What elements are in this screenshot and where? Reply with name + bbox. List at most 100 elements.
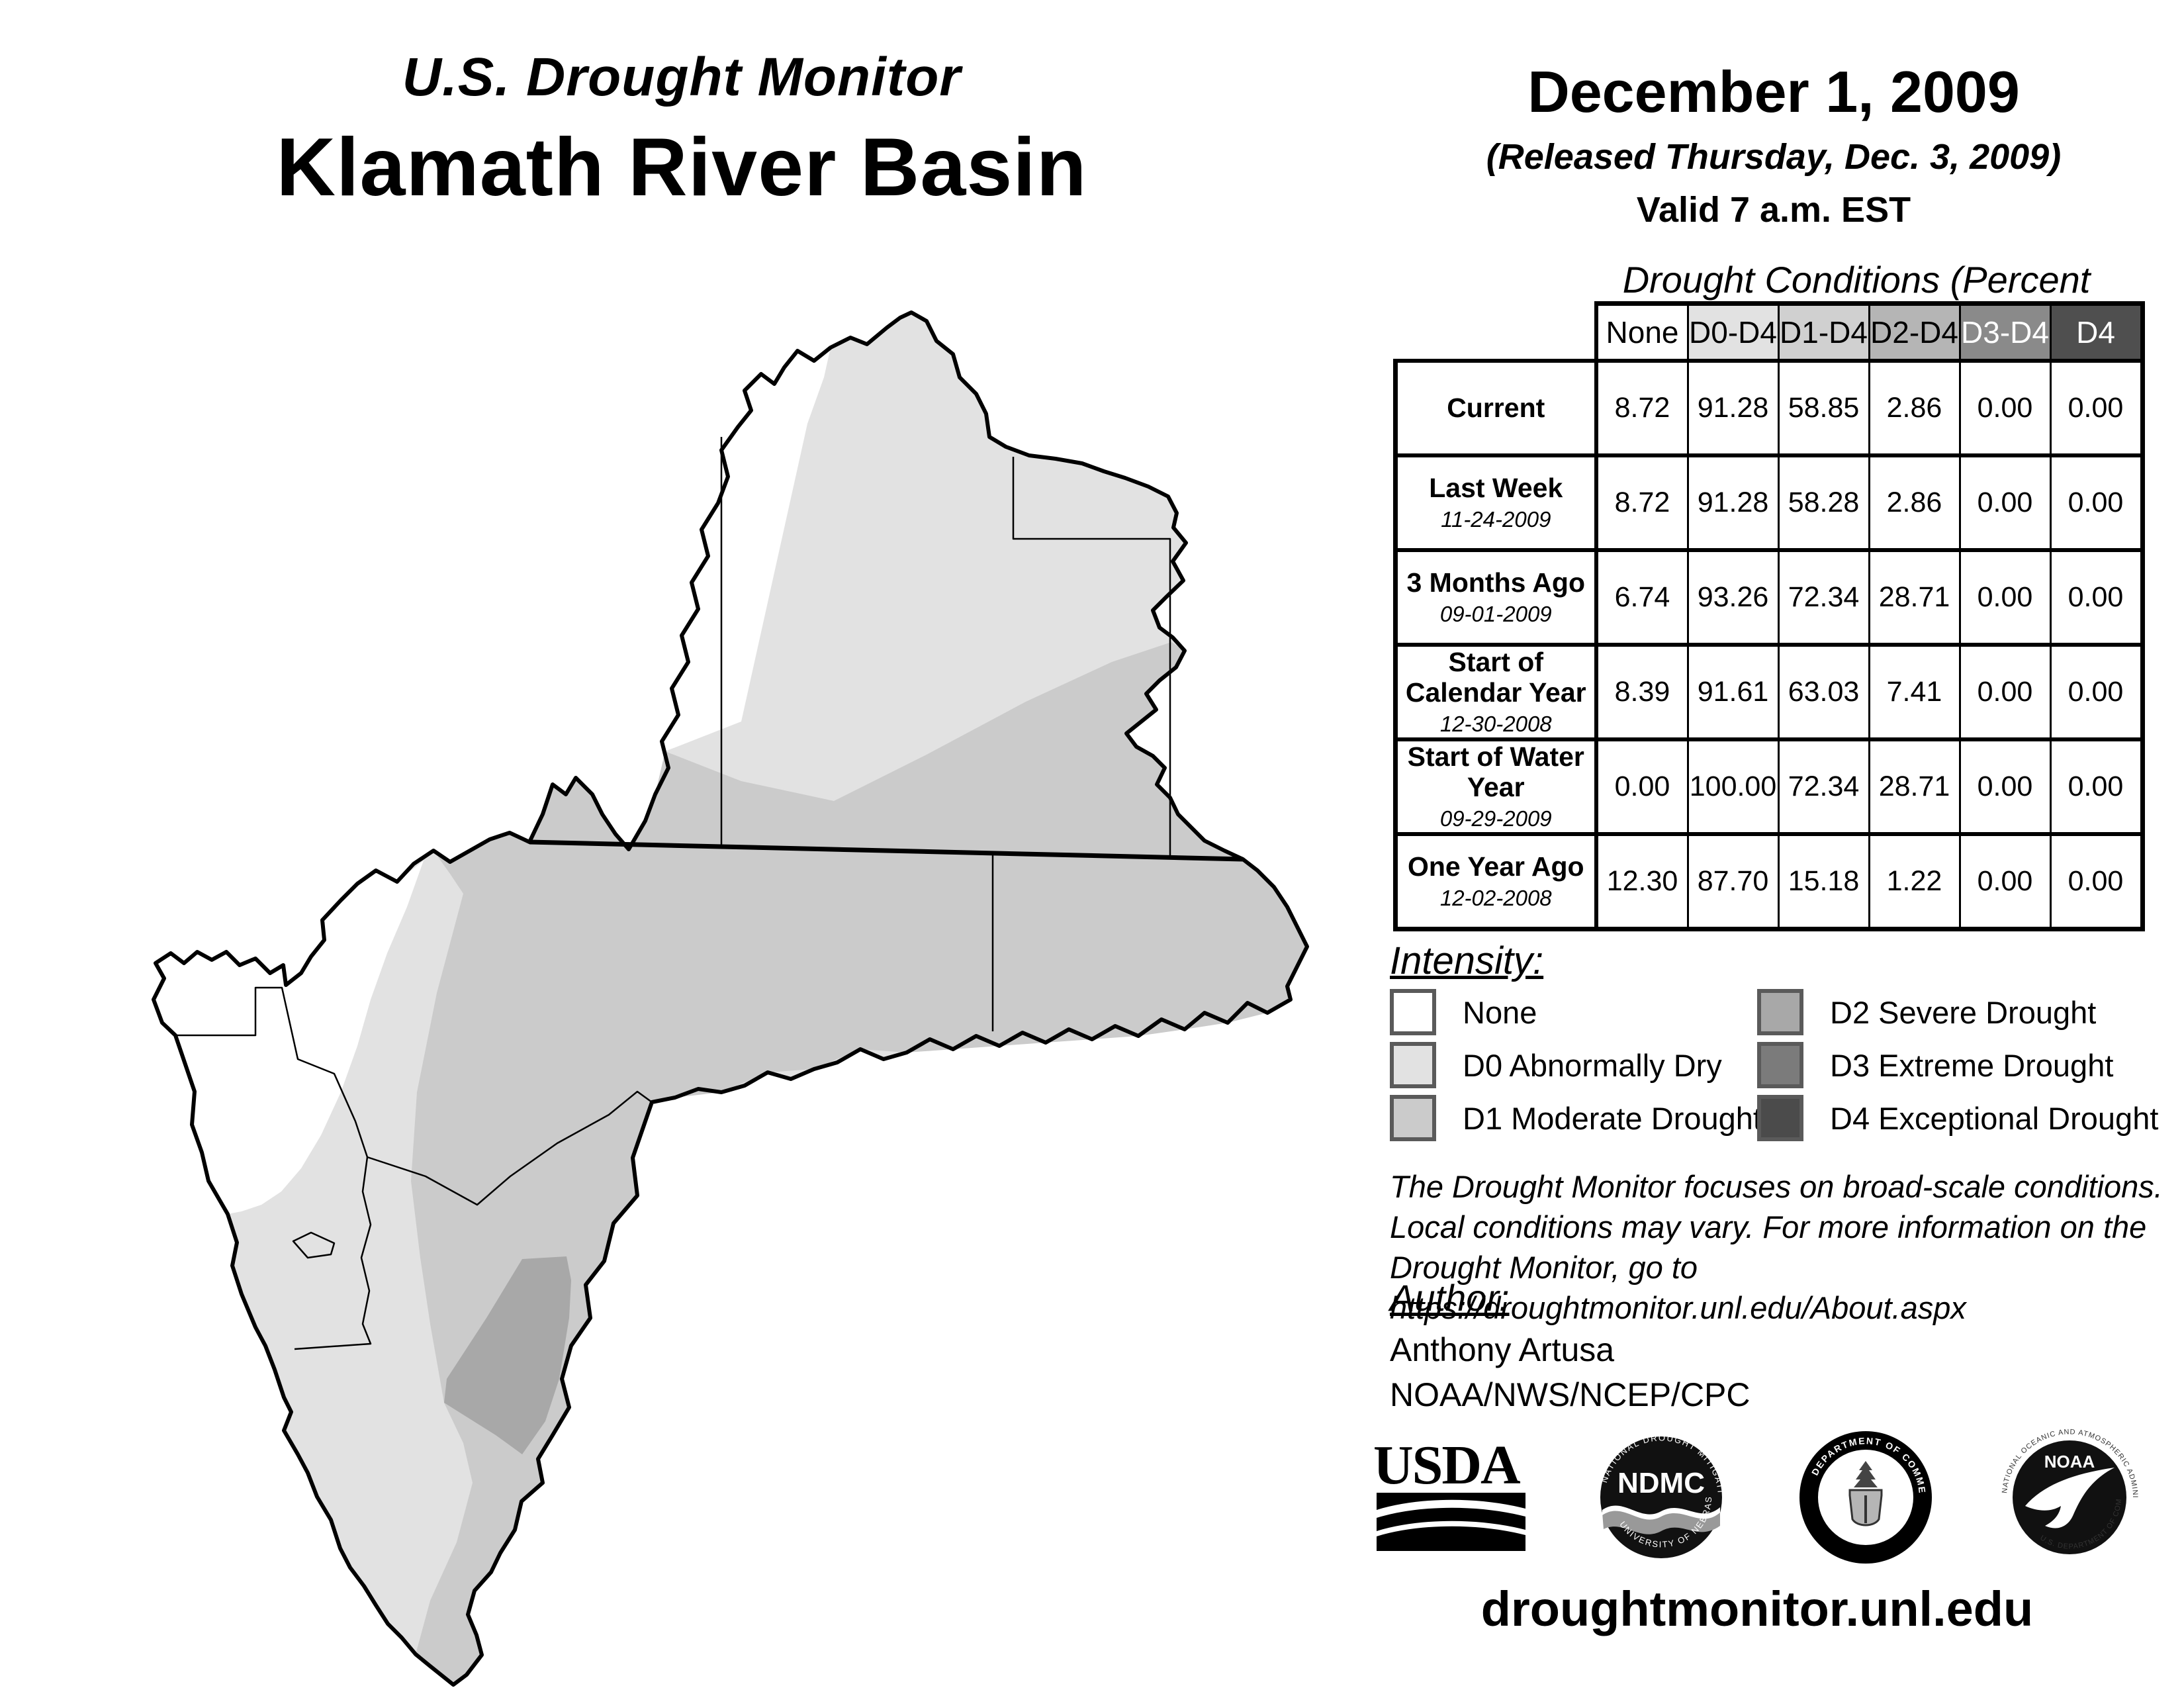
legend-item-none: None [1390, 989, 1762, 1035]
column-header-d3-d4: D3-D4 [1958, 301, 2052, 363]
disclaimer-line: Local conditions may vary. For more info… [1390, 1209, 2147, 1245]
value-cell: 0.00 [1958, 643, 2052, 741]
value-cell: 6.74 [1595, 548, 1689, 647]
disclaimer-line: Drought Monitor, go to https://droughtmo… [1390, 1250, 1966, 1326]
author-name: Anthony Artusa [1390, 1331, 1615, 1368]
value-cell: 8.72 [1595, 453, 1689, 552]
value-cell: 28.71 [1868, 737, 1961, 836]
table-header-ghost-cell [1395, 303, 1598, 363]
value-cell: 0.00 [1958, 832, 2052, 931]
value-cell: 2.86 [1868, 359, 1961, 457]
region-title: Klamath River Basin [276, 122, 1087, 213]
value-cell: 0.00 [2049, 359, 2145, 457]
commerce-eagle [1853, 1461, 1878, 1487]
release-date: (Released Thursday, Dec. 3, 2009) [1486, 137, 2062, 177]
legend-swatch-d0 [1390, 1042, 1436, 1088]
legend-swatch-d2 [1757, 989, 1803, 1035]
value-cell: 91.28 [1686, 359, 1780, 457]
value-cell: 8.39 [1595, 643, 1689, 741]
row-label-last-week: Last Week 11-24-2009 [1393, 453, 1598, 552]
table-row: Start of Water Year 09-29-2009 0.00 100.… [1393, 737, 2145, 836]
valid-time: Valid 7 a.m. EST [1636, 190, 1911, 230]
table-header-row: None D0-D4 D1-D4 D2-D4 D3-D4 D4 [1395, 301, 2145, 363]
value-cell: 0.00 [1595, 737, 1689, 836]
table-row: One Year Ago 12-02-2008 12.30 87.70 15.1… [1393, 832, 2145, 931]
title-block: U.S. Drought Monitor Klamath River Basin [251, 46, 1112, 214]
table-row: Start of Calendar Year 12-30-2008 8.39 9… [1393, 643, 2145, 741]
author-heading: Author: [1390, 1277, 1510, 1319]
row-label-one-year-ago: One Year Ago 12-02-2008 [1393, 832, 1598, 931]
table-row: Last Week 11-24-2009 8.72 91.28 58.28 2.… [1393, 453, 2145, 552]
value-cell: 0.00 [1958, 548, 2052, 647]
value-cell: 93.26 [1686, 548, 1780, 647]
disclaimer-text: The Drought Monitor focuses on broad-sca… [1390, 1166, 2184, 1328]
map-county-boundaries [173, 437, 1171, 1350]
map-basin-outline [152, 310, 1309, 1687]
ndmc-logo-text: NDMC [1617, 1467, 1705, 1499]
map-date: December 1, 2009 [1527, 59, 2020, 124]
legend-item-d0: D0 Abnormally Dry [1390, 1042, 1762, 1088]
value-cell: 0.00 [1958, 359, 2052, 457]
legend-item-d2: D2 Severe Drought [1757, 989, 2158, 1035]
row-label-start-calendar-year: Start of Calendar Year 12-30-2008 [1393, 643, 1598, 741]
value-cell: 15.18 [1777, 832, 1870, 931]
value-cell: 0.00 [2049, 643, 2145, 741]
value-cell: 1.22 [1868, 832, 1961, 931]
value-cell: 0.00 [2049, 453, 2145, 552]
date-block: December 1, 2009 (Released Thursday, Dec… [1423, 58, 2124, 230]
legend-column-left: None D0 Abnormally Dry D1 Moderate Droug… [1390, 989, 1762, 1150]
value-cell: 91.61 [1686, 643, 1780, 741]
legend-column-right: D2 Severe Drought D3 Extreme Drought D4 … [1757, 989, 2158, 1150]
usda-logo-icon: USDA [1373, 1438, 1525, 1551]
ndmc-logo-icon: NATIONAL DROUGHT MITIGATION CENTER UNIVE… [1590, 1427, 1725, 1558]
legend-swatch-d3 [1757, 1042, 1803, 1088]
page-title: U.S. Drought Monitor [402, 47, 962, 107]
disclaimer-line: The Drought Monitor focuses on broad-sca… [1390, 1169, 2163, 1204]
value-cell: 0.00 [2049, 548, 2145, 647]
legend-swatch-d1 [1390, 1095, 1436, 1141]
row-label-start-water-year: Start of Water Year 09-29-2009 [1393, 737, 1598, 836]
map-state-line [529, 839, 1244, 862]
usda-logo-text: USDA [1373, 1438, 1521, 1496]
map-region-none-northwest [154, 861, 424, 1214]
noaa-bird [2025, 1468, 2115, 1528]
legend-swatch-none [1390, 989, 1436, 1035]
row-label-3-months-ago: 3 Months Ago 09-01-2009 [1393, 548, 1598, 647]
table-row: Current 8.72 91.28 58.85 2.86 0.00 0.00 [1393, 359, 2145, 457]
column-header-d1-d4: D1-D4 [1777, 301, 1870, 363]
value-cell: 58.85 [1777, 359, 1870, 457]
value-cell: 87.70 [1686, 832, 1780, 931]
legend-heading: Intensity: [1390, 939, 1544, 982]
column-header-d2-d4: D2-D4 [1868, 301, 1961, 363]
logo-row: USDA NATIONAL DROUGHT MITIGATION CENTER … [1373, 1427, 2141, 1569]
row-label-current: Current [1393, 359, 1598, 457]
value-cell: 2.86 [1868, 453, 1961, 552]
value-cell: 0.00 [1958, 737, 2052, 836]
noaa-logo-icon: NATIONAL OCEANIC AND ATMOSPHERIC ADMINIS… [1999, 1427, 2138, 1554]
value-cell: 63.03 [1777, 643, 1870, 741]
legend-swatch-d4 [1757, 1095, 1803, 1141]
value-cell: 0.00 [2049, 832, 2145, 931]
noaa-logo-text: NOAA [2044, 1452, 2095, 1472]
column-header-d0-d4: D0-D4 [1686, 301, 1780, 363]
map-region-d1 [411, 642, 1307, 1685]
legend-item-d1: D1 Moderate Drought [1390, 1095, 1762, 1141]
value-cell: 0.00 [1958, 453, 2052, 552]
footer-url: droughtmonitor.unl.edu [1480, 1581, 2034, 1636]
value-cell: 72.34 [1777, 737, 1870, 836]
column-header-none: None [1595, 301, 1689, 363]
legend-item-d4: D4 Exceptional Drought [1757, 1095, 2158, 1141]
map-region-none-lobe-strip [662, 348, 831, 751]
value-cell: 7.41 [1868, 643, 1961, 741]
value-cell: 58.28 [1777, 453, 1870, 552]
value-cell: 72.34 [1777, 548, 1870, 647]
value-cell: 91.28 [1686, 453, 1780, 552]
value-cell: 100.00 [1686, 737, 1780, 836]
column-header-d4: D4 [2049, 301, 2145, 363]
table-row: 3 Months Ago 09-01-2009 6.74 93.26 72.34… [1393, 548, 2145, 647]
value-cell: 12.30 [1595, 832, 1689, 931]
author-organization: NOAA/NWS/NCEP/CPC [1390, 1376, 1751, 1413]
legend-item-d3: D3 Extreme Drought [1757, 1042, 2158, 1088]
commerce-seal-icon: DEPARTMENT OF COMMERCE UNITED STATES OF … [1795, 1427, 1932, 1564]
